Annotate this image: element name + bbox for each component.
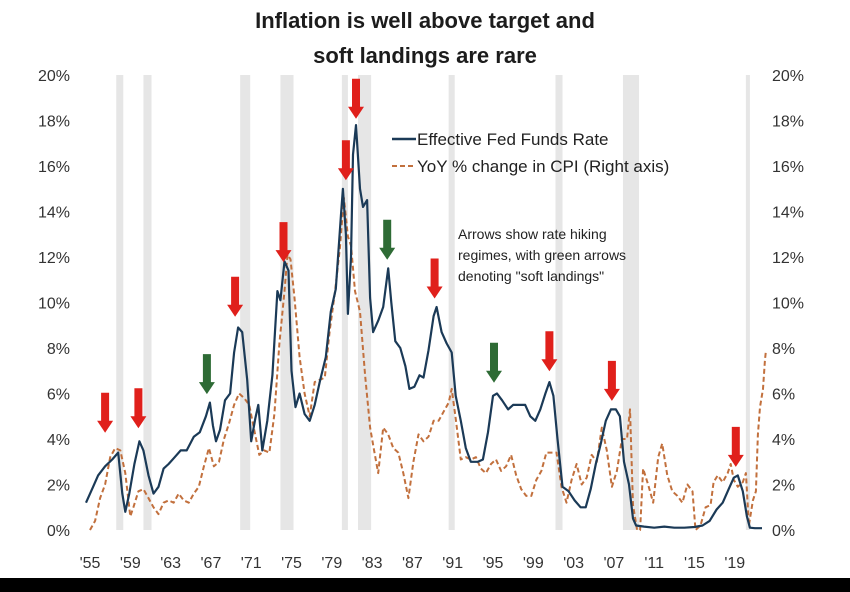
recession-band-3 [280,75,293,530]
green-arrow-9 [486,343,502,383]
left-tick-label: 4% [47,432,70,449]
left-tick-label: 18% [38,114,70,131]
right-tick-label: 20% [772,68,804,85]
x-tick-label: '71 [241,555,262,572]
right-tick-label: 18% [772,114,804,131]
right-tick-label: 12% [772,250,804,267]
right-axis-ticks: 0% 2% 4% 6% 8% 10% 12% 14% 16% 18% 20% [772,68,804,540]
right-tick-label: 16% [772,159,804,176]
left-tick-label: 20% [38,68,70,85]
recession-band-9 [746,75,750,530]
bottom-bar [0,578,850,592]
green-arrow-2 [199,354,215,394]
x-tick-label: '03 [563,555,584,572]
x-tick-label: '91 [442,555,463,572]
left-tick-label: 2% [47,478,70,495]
recession-band-2 [240,75,250,530]
left-tick-label: 14% [38,205,70,222]
x-tick-label: '67 [200,555,221,572]
red-arrow-11 [604,361,620,401]
x-tick-label: '07 [603,555,624,572]
annotation-note: Arrows show rate hiking regimes, with gr… [458,226,626,284]
x-tick-label: '75 [281,555,302,572]
legend-label-fed-funds: Effective Fed Funds Rate [417,130,609,149]
x-tick-label: '79 [321,555,342,572]
red-arrow-8 [427,259,443,299]
x-tick-label: '55 [80,555,101,572]
x-tick-label: '87 [402,555,423,572]
red-arrow-10 [541,331,557,371]
right-tick-label: 14% [772,205,804,222]
x-axis-ticks: '55 '59 '63 '67 '71 '75 '79 '83 '87 '91 '95 '99 '03 '… [80,555,746,572]
red-arrow-12 [728,427,744,467]
red-arrow-5 [338,140,354,180]
left-axis-ticks: 0% 2% 4% 6% 8% 10% 12% 14% 16% 18% 20% [38,68,70,540]
x-tick-label: '83 [362,555,383,572]
red-arrow-0 [97,393,113,433]
left-tick-label: 10% [38,296,70,313]
legend-label-cpi: YoY % change in CPI (Right axis) [417,157,669,176]
annotation-line-2: regimes, with green arrows [458,247,626,263]
annotation-line-3: denoting "soft landings" [458,268,604,284]
left-tick-label: 16% [38,159,70,176]
x-tick-label: '15 [684,555,705,572]
left-tick-label: 12% [38,250,70,267]
x-tick-label: '59 [120,555,141,572]
left-tick-label: 0% [47,523,70,540]
x-tick-label: '99 [523,555,544,572]
right-tick-label: 4% [772,432,795,449]
left-tick-label: 6% [47,387,70,404]
annotation-line-1: Arrows show rate hiking [458,226,607,242]
right-tick-label: 8% [772,341,795,358]
series-layer [86,125,766,530]
series-cpi-line [90,198,766,530]
green-arrow-7 [379,220,395,260]
right-tick-label: 2% [772,478,795,495]
x-tick-label: '11 [644,555,664,572]
chart-canvas: 0% 2% 4% 6% 8% 10% 12% 14% 16% 18% 20% 0% 2% 4% 6% 8% 1… [0,0,850,592]
right-tick-label: 0% [772,523,795,540]
left-tick-label: 8% [47,341,70,358]
recession-band-5 [358,75,371,530]
right-tick-label: 6% [772,387,795,404]
right-tick-label: 10% [772,296,804,313]
series-fed-funds-line [86,125,762,528]
x-tick-label: '63 [160,555,181,572]
x-tick-label: '19 [724,555,745,572]
x-tick-label: '95 [483,555,504,572]
